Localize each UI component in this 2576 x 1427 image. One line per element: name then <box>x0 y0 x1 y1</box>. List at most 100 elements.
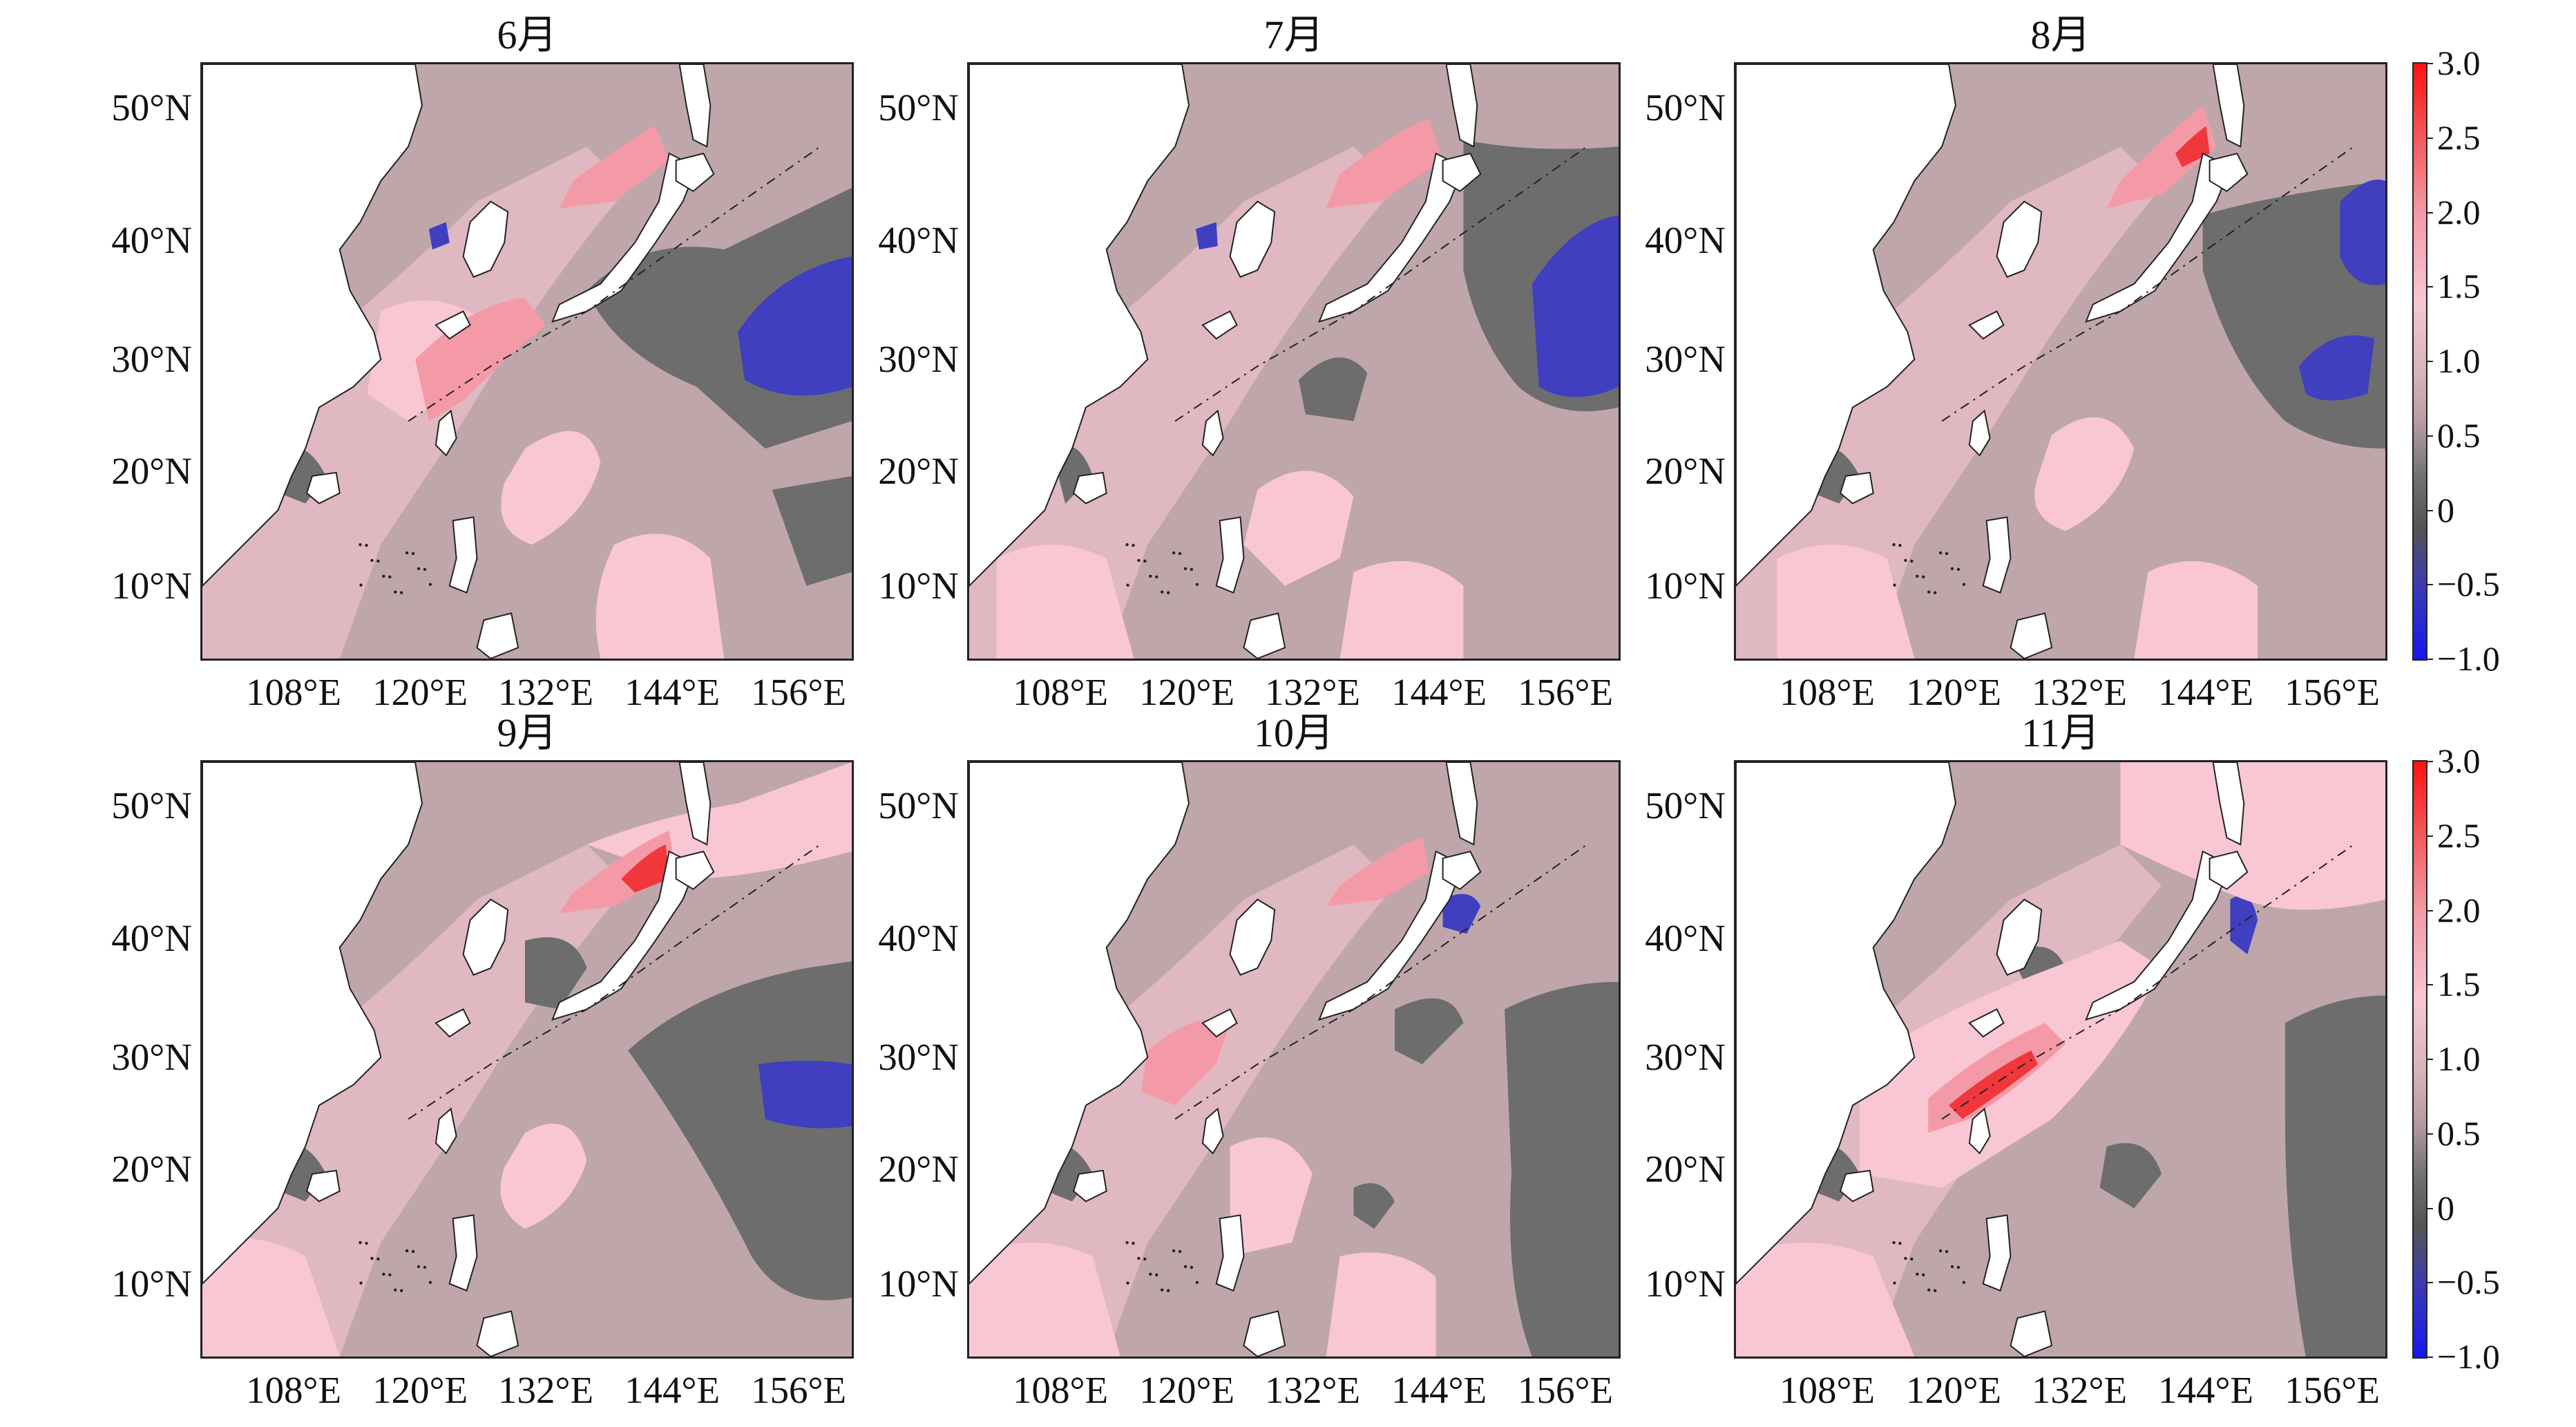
lon-tick-label: 132°E <box>2031 671 2128 713</box>
colorbar-tick-label: 3.0 <box>2437 44 2481 82</box>
colorbar-tick-mark <box>2427 286 2433 288</box>
lat-tick-label: 30°N <box>878 1036 959 1078</box>
panel-title: 9月 <box>497 710 557 755</box>
lon-tick-label: 120°E <box>1905 1369 2002 1411</box>
map-panel-p10 <box>967 760 1621 1359</box>
lon-tick-label: 120°E <box>372 1369 468 1411</box>
lat-tick-label: 10°N <box>878 565 959 607</box>
colorbar-tick-label: −1.0 <box>2437 639 2500 678</box>
lon-tick-label: 120°E <box>1138 671 1235 713</box>
lat-tick-label: 20°N <box>1645 1148 1726 1190</box>
lat-tick-label: 20°N <box>111 1148 192 1190</box>
map-panel-p7 <box>967 62 1621 661</box>
lon-tick-label: 108°E <box>1779 1369 1876 1411</box>
lat-tick-label: 40°N <box>1645 219 1726 261</box>
colorbar-tick-label: 2.5 <box>2437 815 2481 855</box>
map-panel-p8 <box>1734 62 2387 661</box>
lat-tick-label: 50°N <box>111 784 192 826</box>
colorbar-tick-mark <box>2427 63 2433 64</box>
lon-tick-label: 132°E <box>497 1369 594 1411</box>
colorbar-tick-label: −0.5 <box>2437 565 2500 604</box>
colorbar <box>2412 62 2427 661</box>
map-panel-p11 <box>1734 760 2387 1359</box>
lon-tick-label: 120°E <box>1138 1369 1235 1411</box>
colorbar-tick-label: −1.0 <box>2437 1337 2500 1376</box>
lat-tick-label: 30°N <box>111 338 192 380</box>
lon-tick-label: 108°E <box>1012 671 1109 713</box>
lon-tick-label: 120°E <box>1905 671 2002 713</box>
colorbar-tick-label: 1.0 <box>2437 1039 2481 1078</box>
colorbar-tick-mark <box>2427 835 2433 837</box>
colorbar-tick-label: 0 <box>2437 1188 2454 1227</box>
colorbar-tick-mark <box>2427 211 2433 214</box>
lat-tick-label: 20°N <box>1645 450 1726 492</box>
lat-tick-label: 40°N <box>1645 917 1726 959</box>
colorbar-tick-label: 2.5 <box>2437 117 2481 157</box>
colorbar-tick-mark <box>2427 361 2433 362</box>
colorbar-tick-label: 0 <box>2437 490 2454 529</box>
colorbar-tick-label: 1.0 <box>2437 341 2481 380</box>
colorbar-tick-mark <box>2427 1282 2433 1284</box>
lat-tick-label: 20°N <box>111 450 192 492</box>
lat-tick-label: 20°N <box>878 450 959 492</box>
lat-tick-label: 10°N <box>111 565 192 607</box>
panel-title: 8月 <box>2030 12 2091 57</box>
colorbar-tick-mark <box>2427 1133 2433 1135</box>
map-field <box>202 64 852 659</box>
panel-title: 7月 <box>1263 12 1324 57</box>
colorbar-tick-label: 1.5 <box>2437 965 2481 1004</box>
lat-tick-label: 10°N <box>1645 1263 1726 1305</box>
map-field <box>969 762 1619 1357</box>
lat-tick-label: 10°N <box>1645 565 1726 607</box>
colorbar-tick-label: 3.0 <box>2437 741 2481 780</box>
lon-tick-label: 132°E <box>1264 671 1361 713</box>
lon-tick-label: 156°E <box>2284 671 2381 713</box>
colorbar-tick-mark <box>2427 1059 2433 1060</box>
lat-tick-label: 50°N <box>1645 86 1726 129</box>
lon-tick-label: 108°E <box>245 1369 342 1411</box>
colorbar-tick-mark <box>2427 761 2433 762</box>
lat-tick-label: 10°N <box>111 1263 192 1305</box>
map-field <box>202 762 852 1357</box>
lat-tick-label: 20°N <box>878 1148 959 1190</box>
colorbar-tick-label: 2.0 <box>2437 192 2481 231</box>
lon-tick-label: 156°E <box>750 1369 847 1411</box>
lat-tick-label: 50°N <box>1645 784 1726 826</box>
lon-tick-label: 156°E <box>2284 1369 2381 1411</box>
lat-tick-label: 50°N <box>878 86 959 129</box>
lon-tick-label: 144°E <box>1391 671 1487 713</box>
colorbar <box>2412 760 2427 1359</box>
map-field <box>969 64 1619 659</box>
lat-tick-label: 50°N <box>111 86 192 129</box>
lon-tick-label: 144°E <box>2157 671 2254 713</box>
map-panel-p9 <box>200 760 854 1359</box>
colorbar-tick-mark <box>2427 984 2433 986</box>
lon-tick-label: 144°E <box>624 1369 721 1411</box>
colorbar-tick-label: 1.5 <box>2437 267 2481 306</box>
colorbar-tick-label: 2.0 <box>2437 890 2481 929</box>
panel-title: 10月 <box>1253 710 1334 755</box>
map-field <box>1736 64 2385 659</box>
colorbar-tick-label: 0.5 <box>2437 415 2481 455</box>
lat-tick-label: 30°N <box>1645 338 1726 380</box>
colorbar-tick-mark <box>2427 509 2433 511</box>
colorbar-tick-mark <box>2427 1207 2433 1209</box>
lon-tick-label: 132°E <box>2031 1369 2128 1411</box>
lon-tick-label: 108°E <box>245 671 342 713</box>
lat-tick-label: 40°N <box>111 917 192 959</box>
colorbar-tick-mark <box>2427 659 2433 660</box>
colorbar-tick-mark <box>2427 584 2433 586</box>
lat-tick-label: 50°N <box>878 784 959 826</box>
lat-tick-label: 40°N <box>878 917 959 959</box>
lat-tick-label: 40°N <box>878 219 959 261</box>
colorbar-tick-label: 0.5 <box>2437 1113 2481 1153</box>
lon-tick-label: 132°E <box>1264 1369 1361 1411</box>
lon-tick-label: 108°E <box>1779 671 1876 713</box>
lon-tick-label: 156°E <box>750 671 847 713</box>
panel-title: 6月 <box>497 12 557 57</box>
lon-tick-label: 132°E <box>497 671 594 713</box>
colorbar-tick-label: −0.5 <box>2437 1263 2500 1302</box>
lat-tick-label: 10°N <box>878 1263 959 1305</box>
lon-tick-label: 156°E <box>1517 671 1614 713</box>
lat-tick-label: 30°N <box>878 338 959 380</box>
